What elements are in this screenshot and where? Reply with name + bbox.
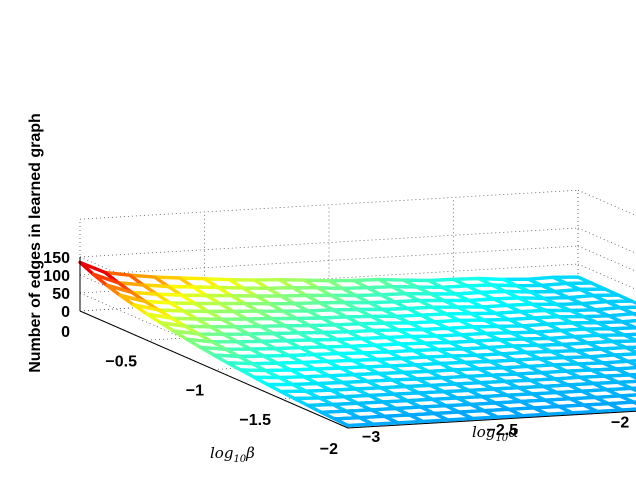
y-axis-label: log10α xyxy=(472,423,518,444)
z-axis-label: Number of edges in learned graph xyxy=(27,113,44,373)
z-tick-label: 100 xyxy=(43,268,70,285)
grid-line xyxy=(79,189,579,220)
grid-line xyxy=(577,245,636,272)
x-tick-label: −1.5 xyxy=(239,412,271,429)
grid-line xyxy=(577,189,636,216)
axis-lines xyxy=(79,257,636,429)
surface-mesh xyxy=(78,260,636,428)
z-tick-label: 50 xyxy=(52,286,70,303)
grid-line xyxy=(577,227,636,254)
y-tick-label: −2 xyxy=(611,415,629,432)
x-axis-label: log10β xyxy=(210,444,255,465)
y-axis-line xyxy=(347,410,636,429)
grid-line xyxy=(79,292,349,411)
z-tick-label: 0 xyxy=(61,304,70,321)
surface-cell xyxy=(332,416,375,428)
y-tick-label: −2.5 xyxy=(487,422,519,439)
x-tick-label: −2 xyxy=(320,441,338,458)
x-tick-label: 0 xyxy=(61,324,70,341)
x-tick-label: −0.5 xyxy=(105,353,137,370)
x-tick-label: −1 xyxy=(186,383,204,400)
z-tick-label: 150 xyxy=(43,250,70,267)
y-tick-label: −3 xyxy=(362,429,380,446)
x-axis-line xyxy=(79,310,349,429)
grid-line xyxy=(577,263,636,290)
